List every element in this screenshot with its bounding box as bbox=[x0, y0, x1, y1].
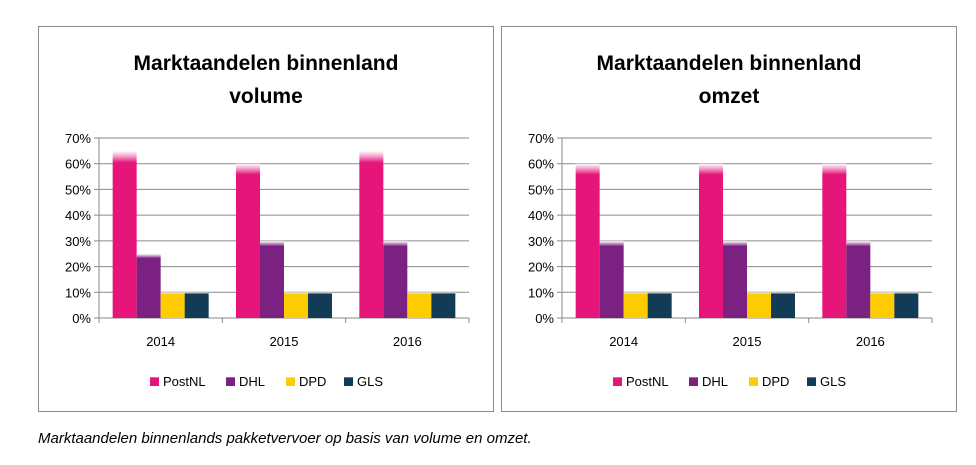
bar-dhl-2014 bbox=[136, 253, 161, 318]
chart-panel-volume: Marktaandelen binnenland volume 0% 10% 20%… bbox=[38, 26, 494, 412]
bar-dpd-2015 bbox=[747, 292, 771, 318]
bar-gls-2014 bbox=[184, 292, 209, 318]
chart-title-line-1: Marktaandelen binnenland bbox=[596, 52, 862, 75]
legend-swatch-dpd bbox=[286, 377, 295, 386]
legend-swatch-postnl bbox=[150, 377, 159, 386]
bar-postnl-2014 bbox=[575, 163, 600, 318]
bar-gls-2016 bbox=[431, 292, 456, 318]
bar-postnl-2015 bbox=[236, 163, 260, 318]
bar-postnl-2014 bbox=[112, 150, 137, 318]
y-tick-label: 20% bbox=[528, 260, 554, 275]
legend-label-dpd: DPD bbox=[762, 374, 789, 389]
chart-title-line-2: volume bbox=[229, 85, 303, 108]
y-tick-label: 20% bbox=[65, 260, 91, 275]
bar-gls-2015 bbox=[308, 292, 332, 318]
chart-panel-omzet: Marktaandelen binnenland omzet 0% 10% 20% 3… bbox=[501, 26, 957, 412]
legend-swatch-postnl bbox=[613, 377, 622, 386]
legend-swatch-dpd bbox=[749, 377, 758, 386]
y-tick-label: 70% bbox=[65, 131, 91, 146]
y-tick-label: 70% bbox=[528, 131, 554, 146]
bar-gls-2016 bbox=[894, 292, 919, 318]
y-tick-label: 60% bbox=[528, 157, 554, 172]
bar-postnl-2016 bbox=[359, 150, 384, 318]
y-tick-label: 40% bbox=[528, 208, 554, 223]
legend-swatch-gls bbox=[344, 377, 353, 386]
y-tick-label: 60% bbox=[65, 157, 91, 172]
bar-dpd-2016 bbox=[407, 292, 432, 318]
x-tick-label: 2016 bbox=[393, 334, 422, 349]
y-tick-label: 0% bbox=[535, 311, 554, 326]
y-tick-label: 0% bbox=[72, 311, 91, 326]
legend-label-dpd: DPD bbox=[299, 374, 326, 389]
bar-postnl-2016 bbox=[822, 163, 847, 318]
bar-dpd-2014 bbox=[623, 292, 648, 318]
chart-title-line-2: omzet bbox=[698, 85, 760, 108]
bar-chart-omzet: 0% 10% 20% 30% 40% 50% 60% 70% 2014 2015 2016 PostN… bbox=[528, 131, 933, 389]
bar-dpd-2014 bbox=[160, 292, 185, 318]
y-tick-label: 10% bbox=[65, 285, 91, 300]
bar-dpd-2015 bbox=[284, 292, 308, 318]
bar-dhl-2015 bbox=[260, 240, 284, 318]
legend-label-gls: GLS bbox=[820, 374, 846, 389]
y-tick-label: 50% bbox=[65, 182, 91, 197]
bar-dhl-2014 bbox=[599, 240, 624, 318]
legend-swatch-dhl bbox=[226, 377, 235, 386]
chart-title-line-1: Marktaandelen binnenland bbox=[133, 52, 399, 75]
chart-title: Marktaandelen binnenland omzet bbox=[502, 47, 956, 113]
bar-dpd-2016 bbox=[870, 292, 895, 318]
bar-postnl-2015 bbox=[699, 163, 723, 318]
bar-gls-2014 bbox=[647, 292, 672, 318]
x-tick-label: 2016 bbox=[856, 334, 885, 349]
bar-gls-2015 bbox=[771, 292, 795, 318]
x-tick-label: 2014 bbox=[609, 334, 638, 349]
x-tick-label: 2015 bbox=[733, 334, 762, 349]
legend-label-dhl: DHL bbox=[239, 374, 265, 389]
legend-label-gls: GLS bbox=[357, 374, 383, 389]
legend-swatch-gls bbox=[807, 377, 816, 386]
bar-dhl-2015 bbox=[723, 240, 747, 318]
chart-title: Marktaandelen binnenland volume bbox=[39, 47, 493, 113]
figure-caption: Marktaandelen binnenlands pakketvervoer … bbox=[38, 430, 532, 447]
legend-label-dhl: DHL bbox=[702, 374, 728, 389]
y-tick-label: 50% bbox=[528, 182, 554, 197]
y-tick-label: 40% bbox=[65, 208, 91, 223]
x-tick-label: 2014 bbox=[146, 334, 175, 349]
y-tick-label: 30% bbox=[528, 234, 554, 249]
legend-label-postnl: PostNL bbox=[626, 374, 669, 389]
legend-label-postnl: PostNL bbox=[163, 374, 206, 389]
x-tick-label: 2015 bbox=[270, 334, 299, 349]
bar-dhl-2016 bbox=[383, 240, 408, 318]
y-tick-label: 10% bbox=[528, 285, 554, 300]
bar-chart-volume: 0% 10% 20% 30% 40% 50% 60% 70% 2014 2015 2016 PostN… bbox=[65, 131, 470, 389]
y-tick-label: 30% bbox=[65, 234, 91, 249]
legend-swatch-dhl bbox=[689, 377, 698, 386]
bar-dhl-2016 bbox=[846, 240, 871, 318]
